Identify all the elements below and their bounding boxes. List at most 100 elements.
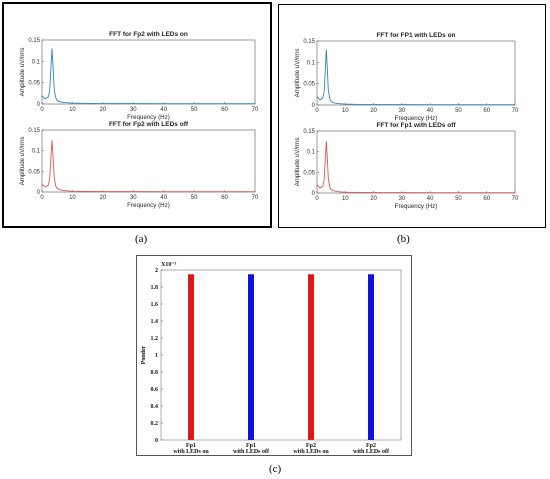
fft-fp1-on-xtick-label: 70 — [512, 108, 519, 114]
bar-category-label-line1: Fp1 — [246, 443, 256, 449]
bar-category-label-line2: with LEDs on — [173, 449, 209, 455]
fft-fp1-off-xtick-label: 30 — [399, 196, 406, 202]
fft-fp1-off-xtick-label: 40 — [427, 196, 434, 202]
fft-fp2-off-xtick-label: 50 — [191, 195, 198, 201]
fft-fp1-on-xlabel: Frequency (Hz) — [395, 115, 438, 122]
fft-fp2-on-series-line — [41, 48, 255, 105]
fft-fp1-on-ytick-label: 0.1 — [307, 60, 316, 66]
bar-ytick-label: 2 — [155, 268, 158, 274]
fft-fp1-on-ytick-label: 0.15 — [303, 39, 315, 45]
bar-ytick-label: 0.4 — [151, 404, 159, 410]
fft-fp1-off-xtick-label: 70 — [512, 196, 519, 202]
fft-fp2-off-xtick-label: 10 — [69, 195, 76, 201]
bar-plot-area — [160, 269, 402, 441]
bar-ytick-label: 0 — [155, 438, 158, 444]
fft-fp1-off-ylabel: Amplitude uV/rms — [294, 138, 301, 187]
fft-fp1-on-xtick-label: 40 — [427, 108, 434, 114]
bar-category-label-line2: with LEDs off — [353, 449, 390, 455]
bar-2 — [248, 274, 254, 440]
fft-fp2-off-xtick-label: 70 — [252, 195, 259, 201]
panel-a: FFT for Fp2 with LEDs on 0 0.05 0.1 0.15 0 10 2… — [2, 2, 272, 228]
bar-ytick-label: 1.8 — [151, 285, 159, 291]
fft-fp2-off-xlabel: Frequency (Hz) — [127, 202, 170, 209]
fft-fp1-off-xtick-label: 0 — [315, 196, 319, 202]
fft-fp2-off-xtick-label: 30 — [130, 195, 137, 201]
fft-fp2-on-xtick-label: 30 — [130, 107, 137, 113]
fft-fp1-off-ytick-label: 0.15 — [303, 129, 315, 135]
fft-fp2-on-plot-area — [41, 39, 256, 105]
fft-fp2-off-xtick-label: 20 — [100, 195, 107, 201]
fft-fp2-on-xtick-label: 70 — [252, 107, 259, 113]
fft-fp2-on-ytick-label: 0.05 — [28, 81, 40, 87]
fft-fp2-off-xtick-label: 0 — [40, 195, 44, 201]
bar-ytick-label: 0.8 — [151, 370, 159, 376]
bar-ytick-label: 0.2 — [151, 421, 159, 427]
panel-b: FFT for FP1 with LEDs on 0 0.05 0.1 0.15 0 10 2… — [278, 4, 546, 228]
fft-fp2-on-xtick-label: 20 — [100, 107, 107, 113]
fft-fp1-on-xtick-label: 30 — [399, 108, 406, 114]
fft-fp2-off-ylabel: Amplitude uV/rms — [19, 137, 26, 186]
bar-3 — [308, 274, 314, 440]
fft-fp1-off-ytick-label: 0 — [312, 191, 316, 197]
fft-fp1-off-xtick-label: 20 — [370, 196, 377, 202]
fft-fp1-off-title: FFT for Fp1 with LEDs off — [376, 122, 456, 129]
fft-fp2-on-ytick-label: 0 — [37, 102, 41, 108]
bar-ytick-label: 1.4 — [151, 319, 159, 325]
bar-ytick-label: 1.2 — [151, 336, 159, 342]
fft-fp1-on-xtick-label: 10 — [342, 108, 349, 114]
fft-fp1-off-ytick-label: 0.1 — [307, 150, 316, 156]
fft-fp1-off-xtick-label: 60 — [483, 196, 490, 202]
fft-fp1-on-ylabel: Amplitude uV/rms — [294, 49, 301, 98]
fft-fp2-on-xtick-label: 0 — [40, 107, 44, 113]
fft-fp1-on-series-line — [316, 49, 515, 106]
fft-fp2-on-xlabel: Frequency (Hz) — [127, 114, 170, 121]
bar-category-label-line1: Fp1 — [186, 443, 196, 449]
fft-fp2-off-ytick-label: 0.15 — [28, 128, 40, 134]
fft-fp2-on-xtick-label: 50 — [191, 107, 198, 113]
fft-fp1-off-xtick-label: 10 — [342, 196, 349, 202]
fft-fp1-on-ytick-label: 0 — [312, 103, 316, 109]
caption-a: (a) — [135, 233, 148, 245]
ponder-bar-chart-svg: X10⁻³ 0 0.2 0.4 0.6 0.8 1 1.2 1.4 1.6 1.8 2 Ponder Fp… — [141, 262, 402, 455]
fft-fp1-on-xtick-label: 20 — [370, 108, 377, 114]
fft-fp2-on-xtick-label: 10 — [69, 107, 76, 113]
fft-fp2-off-ytick-label: 0.1 — [32, 149, 41, 155]
fft-fp1-off-xlabel: Frequency (Hz) — [395, 203, 438, 210]
caption-b: (b) — [397, 233, 410, 245]
bar-ylabel: Ponder — [141, 345, 147, 364]
caption-c: (c) — [269, 463, 282, 475]
bar-category-label-line2: with LEDs off — [233, 449, 270, 455]
panel-c: X10⁻³ 0 0.2 0.4 0.6 0.8 1 1.2 1.4 1.6 1.8 2 Ponder Fp… — [136, 255, 412, 456]
fft-fp2-off-plot-area — [41, 129, 256, 193]
bar-category-label-line1: Fp2 — [366, 443, 376, 449]
fft-fp1-off-ytick-label: 0.05 — [303, 170, 315, 176]
bar-4 — [368, 274, 374, 440]
exponent-label: X10⁻³ — [161, 262, 177, 268]
fft-fp2-on-ylabel: Amplitude uV/rms — [19, 48, 26, 97]
fft-fp1-off-plot-area — [316, 130, 516, 194]
fft-fp1-on-plot-area — [316, 40, 516, 106]
bar-ytick-label: 1 — [155, 353, 158, 359]
fft-fp1-on-ytick-label: 0.05 — [303, 82, 315, 88]
fft-fp2-on-xtick-label: 40 — [160, 107, 167, 113]
fft-fp1-off-xtick-label: 50 — [455, 196, 462, 202]
fft-fp2-on-xtick-label: 60 — [221, 107, 228, 113]
fft-fp2-off-series-line — [41, 140, 255, 193]
fft-fp2-off-ytick-label: 0 — [37, 190, 41, 196]
fft-fp2-off-ytick-label: 0.05 — [28, 169, 40, 175]
fft-fp2-on-title: FFT for Fp2 with LEDs on — [109, 31, 188, 38]
fft-fp2-off-xtick-label: 60 — [221, 195, 228, 201]
bar-1 — [188, 274, 194, 440]
bar-category-label-line2: with LEDs on — [293, 449, 329, 455]
fft-fp2-off-xtick-label: 40 — [160, 195, 167, 201]
bar-ytick-label: 1.6 — [151, 302, 159, 308]
fft-fp2-off-title: FFT for Fp2 with LEDs off — [109, 121, 189, 128]
fft-fp2-on-ytick-label: 0.1 — [32, 59, 41, 65]
fft-fp2-on-ytick-label: 0.15 — [28, 38, 40, 44]
bar-category-label-line1: Fp2 — [306, 443, 316, 449]
fft-fp1-off-series-line — [316, 141, 515, 194]
bar-ytick-label: 0.6 — [151, 387, 159, 393]
fft-fp1-on-xtick-label: 0 — [315, 108, 319, 114]
